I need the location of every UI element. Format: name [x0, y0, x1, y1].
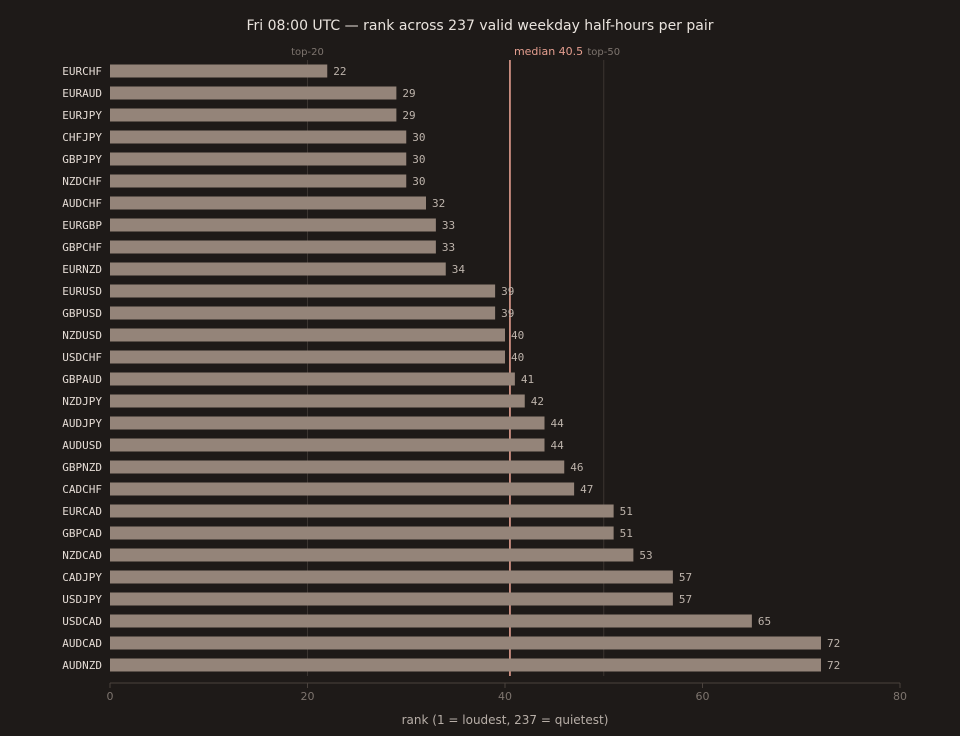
bar-nzdusd: [110, 328, 505, 342]
value-label-audnzd: 72: [827, 659, 840, 672]
value-label-gbpchf: 33: [442, 241, 455, 254]
value-label-cadchf: 47: [580, 483, 593, 496]
value-label-eurcad: 51: [620, 505, 633, 518]
value-label-gbpcad: 51: [620, 527, 633, 540]
bar-eurusd: [110, 284, 496, 298]
value-label-usdcad: 65: [758, 615, 771, 628]
bar-chfjpy: [110, 130, 407, 144]
category-label-gbpaud: GBPAUD: [62, 373, 102, 386]
value-label-audusd: 44: [551, 439, 565, 452]
bar-eurchf: [110, 64, 328, 78]
value-label-nzdusd: 40: [511, 329, 524, 342]
category-label-usdjpy: USDJPY: [62, 593, 102, 606]
category-label-eurnzd: EURNZD: [62, 263, 102, 276]
category-label-gbpcad: GBPCAD: [62, 527, 102, 540]
x-tick-label-40: 40: [498, 690, 512, 703]
bar-eurjpy: [110, 108, 397, 122]
category-label-gbpusd: GBPUSD: [62, 307, 102, 320]
bar-usdjpy: [110, 592, 673, 606]
value-label-cadjpy: 57: [679, 571, 692, 584]
value-label-nzdchf: 30: [412, 175, 425, 188]
reference-line-label-top-20: top-20: [291, 47, 324, 58]
category-label-euraud: EURAUD: [62, 87, 102, 100]
bar-audnzd: [110, 658, 821, 672]
x-tick-label-60: 60: [696, 690, 710, 703]
value-label-eurgbp: 33: [442, 219, 455, 232]
bar-audchf: [110, 196, 426, 210]
bar-audjpy: [110, 416, 545, 430]
chart-title: Fri 08:00 UTC — rank across 237 valid we…: [247, 18, 714, 34]
category-label-eurcad: EURCAD: [62, 505, 102, 518]
value-label-eurnzd: 34: [452, 263, 466, 276]
bar-nzdchf: [110, 174, 407, 188]
x-axis: 0 20 40 60 80: [107, 682, 907, 703]
bar-eurgbp: [110, 218, 436, 232]
value-label-nzdcad: 53: [639, 549, 652, 562]
value-label-chfjpy: 30: [412, 131, 425, 144]
bar-euraud: [110, 86, 397, 100]
bar-audusd: [110, 438, 545, 452]
bar-gbpcad: [110, 526, 614, 540]
value-label-gbpaud: 41: [521, 373, 534, 386]
x-tick-label-80: 80: [893, 690, 907, 703]
category-label-eurjpy: EURJPY: [62, 109, 102, 122]
category-label-nzdjpy: NZDJPY: [62, 395, 102, 408]
value-label-eurchf: 22: [333, 65, 346, 78]
bar-series: EURCHF 22 EURAUD 29 EURJPY 29 CHFJPY 30 GBPJPY 30…: [62, 64, 840, 672]
category-label-chfjpy: CHFJPY: [62, 131, 102, 144]
category-label-gbpjpy: GBPJPY: [62, 153, 102, 166]
value-label-gbpusd: 39: [501, 307, 514, 320]
median-label: median 40.5: [514, 45, 583, 58]
category-label-eurgbp: EURGBP: [62, 219, 102, 232]
category-label-eurusd: EURUSD: [62, 285, 102, 298]
category-label-nzdcad: NZDCAD: [62, 549, 102, 562]
bar-cadjpy: [110, 570, 673, 584]
bar-nzdcad: [110, 548, 634, 562]
category-label-usdchf: USDCHF: [62, 351, 102, 364]
category-label-gbpchf: GBPCHF: [62, 241, 102, 254]
category-label-audchf: AUDCHF: [62, 197, 102, 210]
reference-line-label-top-50: top-50: [587, 47, 620, 58]
value-label-euraud: 29: [402, 87, 415, 100]
category-label-eurchf: EURCHF: [62, 65, 102, 78]
category-label-cadjpy: CADJPY: [62, 571, 102, 584]
bar-gbpnzd: [110, 460, 565, 474]
bar-eurcad: [110, 504, 614, 518]
value-label-eurjpy: 29: [402, 109, 415, 122]
value-label-eurusd: 39: [501, 285, 514, 298]
bar-cadchf: [110, 482, 575, 496]
bar-gbpjpy: [110, 152, 407, 166]
bar-usdcad: [110, 614, 752, 628]
value-label-nzdjpy: 42: [531, 395, 544, 408]
value-label-audcad: 72: [827, 637, 840, 650]
value-label-gbpjpy: 30: [412, 153, 425, 166]
x-tick-label-20: 20: [301, 690, 315, 703]
bar-nzdjpy: [110, 394, 525, 408]
x-axis-label: rank (1 = loudest, 237 = quietest): [402, 713, 609, 727]
x-tick-label-0: 0: [107, 690, 114, 703]
value-label-usdchf: 40: [511, 351, 524, 364]
value-label-audjpy: 44: [551, 417, 565, 430]
bar-eurnzd: [110, 262, 446, 276]
value-label-gbpnzd: 46: [570, 461, 583, 474]
category-label-audcad: AUDCAD: [62, 637, 102, 650]
category-label-gbpnzd: GBPNZD: [62, 461, 102, 474]
category-label-audusd: AUDUSD: [62, 439, 102, 452]
category-label-audnzd: AUDNZD: [62, 659, 102, 672]
value-label-usdjpy: 57: [679, 593, 692, 606]
bar-audcad: [110, 636, 821, 650]
category-label-cadchf: CADCHF: [62, 483, 102, 496]
category-label-audjpy: AUDJPY: [62, 417, 102, 430]
bar-usdchf: [110, 350, 505, 364]
category-label-nzdchf: NZDCHF: [62, 175, 102, 188]
value-label-audchf: 32: [432, 197, 445, 210]
bar-gbpaud: [110, 372, 515, 386]
bar-gbpusd: [110, 306, 496, 320]
category-label-nzdusd: NZDUSD: [62, 329, 102, 342]
bar-gbpchf: [110, 240, 436, 254]
category-label-usdcad: USDCAD: [62, 615, 102, 628]
